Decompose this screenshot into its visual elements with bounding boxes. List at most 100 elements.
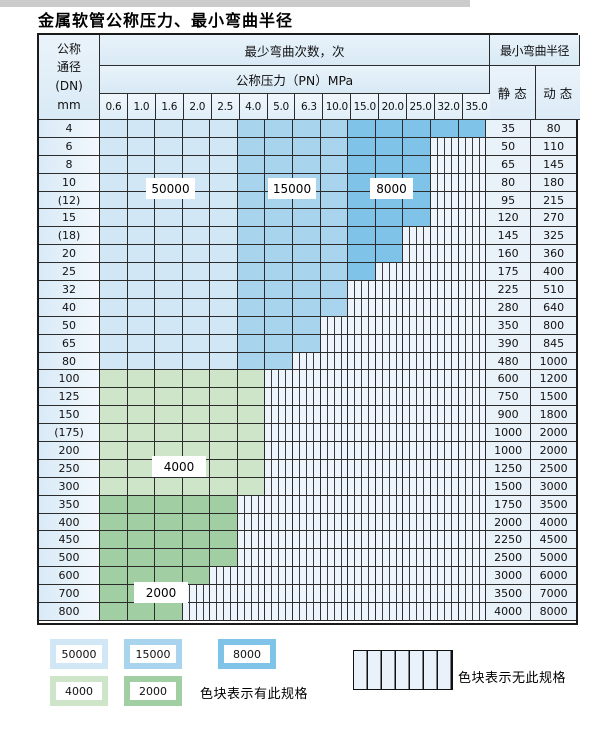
no-spec-cell	[458, 549, 487, 568]
no-spec-cell	[348, 513, 376, 532]
table-row: 800 4000 8000	[39, 603, 577, 621]
legend-swatch-label: 4000	[56, 682, 102, 700]
spec-cell	[127, 298, 156, 317]
table-row: 250 1250 2500	[39, 459, 577, 478]
pressure-value-cell: 20.0	[379, 94, 408, 120]
no-spec-cell	[458, 585, 487, 604]
no-spec-cell	[403, 370, 431, 389]
no-spec-cell	[375, 298, 404, 317]
no-spec-cell	[458, 513, 487, 532]
no-spec-cell	[403, 388, 431, 407]
spec-cell	[155, 334, 183, 353]
spec-cell	[100, 137, 128, 156]
no-spec-cell	[430, 352, 459, 371]
no-spec-cell	[265, 585, 294, 604]
no-spec-cell	[403, 442, 431, 460]
no-spec-cell	[320, 531, 349, 550]
static-value-cell: 750	[486, 388, 532, 407]
dn-cell: 6	[39, 137, 100, 156]
spec-cell	[182, 316, 211, 335]
dn-cell: 4	[39, 120, 100, 138]
spec-cell	[293, 298, 321, 317]
cycle-count-label-4000: 4000	[152, 456, 206, 477]
dynamic-header-cell: 动 态	[535, 66, 580, 120]
spec-cell	[458, 120, 487, 138]
dn-cell: (175)	[39, 424, 100, 443]
spec-cell	[100, 281, 128, 299]
no-spec-cell	[265, 531, 294, 550]
spec-cell	[127, 531, 156, 550]
no-spec-cell	[348, 531, 376, 550]
no-spec-cell	[320, 316, 349, 335]
no-spec-cell	[237, 549, 266, 568]
spec-cell	[127, 316, 156, 335]
spec-cell	[320, 298, 349, 317]
spec-cell	[237, 191, 266, 210]
static-value-cell: 390	[486, 334, 532, 353]
spec-cell	[237, 263, 266, 282]
no-spec-cell	[237, 567, 266, 586]
no-spec-cell	[265, 442, 294, 460]
no-spec-cell	[458, 442, 487, 460]
dn-header-line: 公称	[56, 41, 81, 56]
table-row: (175) 1000 2000	[39, 424, 577, 443]
spec-cell	[155, 406, 183, 425]
no-spec-cell	[320, 477, 349, 496]
table-row: 150 900 1800	[39, 406, 577, 425]
spec-cell	[127, 603, 156, 621]
dynamic-value-cell: 845	[531, 334, 577, 353]
no-spec-cell	[320, 352, 349, 371]
no-spec-cell	[403, 585, 431, 604]
dynamic-value-cell: 7000	[531, 585, 577, 604]
no-spec-cell	[320, 424, 349, 443]
no-spec-cell	[265, 495, 294, 514]
spec-cell	[265, 352, 294, 371]
spec-cell	[265, 316, 294, 335]
spec-cell	[375, 227, 404, 246]
spec-cell	[155, 209, 183, 228]
no-spec-cell	[430, 298, 459, 317]
spec-cell	[127, 245, 156, 264]
dynamic-value-cell: 325	[531, 227, 577, 246]
table-row: 20 160 360	[39, 245, 577, 264]
spec-cell	[210, 406, 238, 425]
dynamic-value-cell: 1200	[531, 370, 577, 389]
spec-cell	[127, 155, 156, 174]
pressure-value-cell: 1.0	[127, 94, 156, 120]
spec-cell	[237, 334, 266, 353]
no-spec-cell	[320, 388, 349, 407]
spec-cell	[320, 191, 349, 210]
dynamic-value-cell: 5000	[531, 549, 577, 568]
spec-cell	[265, 155, 294, 174]
spec-cell	[265, 334, 294, 353]
static-value-cell: 480	[486, 352, 532, 371]
no-spec-cell	[375, 549, 404, 568]
no-spec-cell	[430, 459, 459, 478]
table-row: 6 50 110	[39, 137, 577, 156]
spec-cell	[210, 137, 238, 156]
no-spec-cell	[348, 281, 376, 299]
spec-cell	[182, 137, 211, 156]
no-spec-cell	[320, 334, 349, 353]
spec-cell	[430, 120, 459, 138]
dn-cell: 15	[39, 209, 100, 228]
static-value-cell: 4000	[486, 603, 532, 621]
spec-cell	[100, 155, 128, 174]
table-row: 50 350 800	[39, 316, 577, 335]
no-spec-cell	[375, 281, 404, 299]
no-spec-swatch	[353, 650, 453, 690]
no-spec-cell	[403, 298, 431, 317]
no-spec-cell	[375, 459, 404, 478]
no-spec-cell	[430, 549, 459, 568]
dynamic-value-cell: 215	[531, 191, 577, 210]
no-spec-cell	[458, 263, 487, 282]
spec-cell	[182, 263, 211, 282]
spec-cell	[237, 442, 266, 460]
cycle-count-label-15000: 15000	[268, 178, 316, 199]
static-value-cell: 160	[486, 245, 532, 264]
no-spec-cell	[375, 531, 404, 550]
no-spec-cell	[348, 388, 376, 407]
no-spec-cell	[320, 370, 349, 389]
no-spec-cell	[237, 585, 266, 604]
spec-cell	[375, 245, 404, 264]
